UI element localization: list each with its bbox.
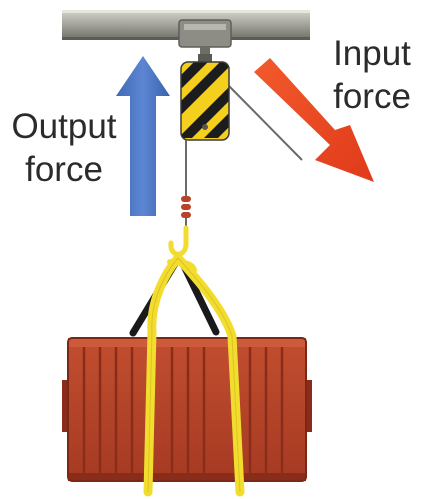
back-straps xyxy=(129,258,220,337)
output-force-label-line-1: Output xyxy=(11,107,117,146)
overhead-rail xyxy=(62,10,310,57)
output-force-arrow xyxy=(116,56,170,216)
output-force-label: Output force xyxy=(8,105,120,191)
input-force-label-line-1: Input xyxy=(333,34,411,73)
lifting-straps xyxy=(143,253,245,497)
pulley-block-icon xyxy=(180,54,230,141)
input-force-label: Input force xyxy=(326,32,418,118)
input-force-label-line-2: force xyxy=(333,77,411,116)
input-force-arrow xyxy=(254,58,374,182)
output-force-label-line-2: force xyxy=(25,150,103,189)
crane-hook-icon xyxy=(168,225,189,257)
lifting-rope xyxy=(181,140,191,228)
cargo-crate-icon xyxy=(62,337,312,482)
input-rope xyxy=(228,85,303,161)
